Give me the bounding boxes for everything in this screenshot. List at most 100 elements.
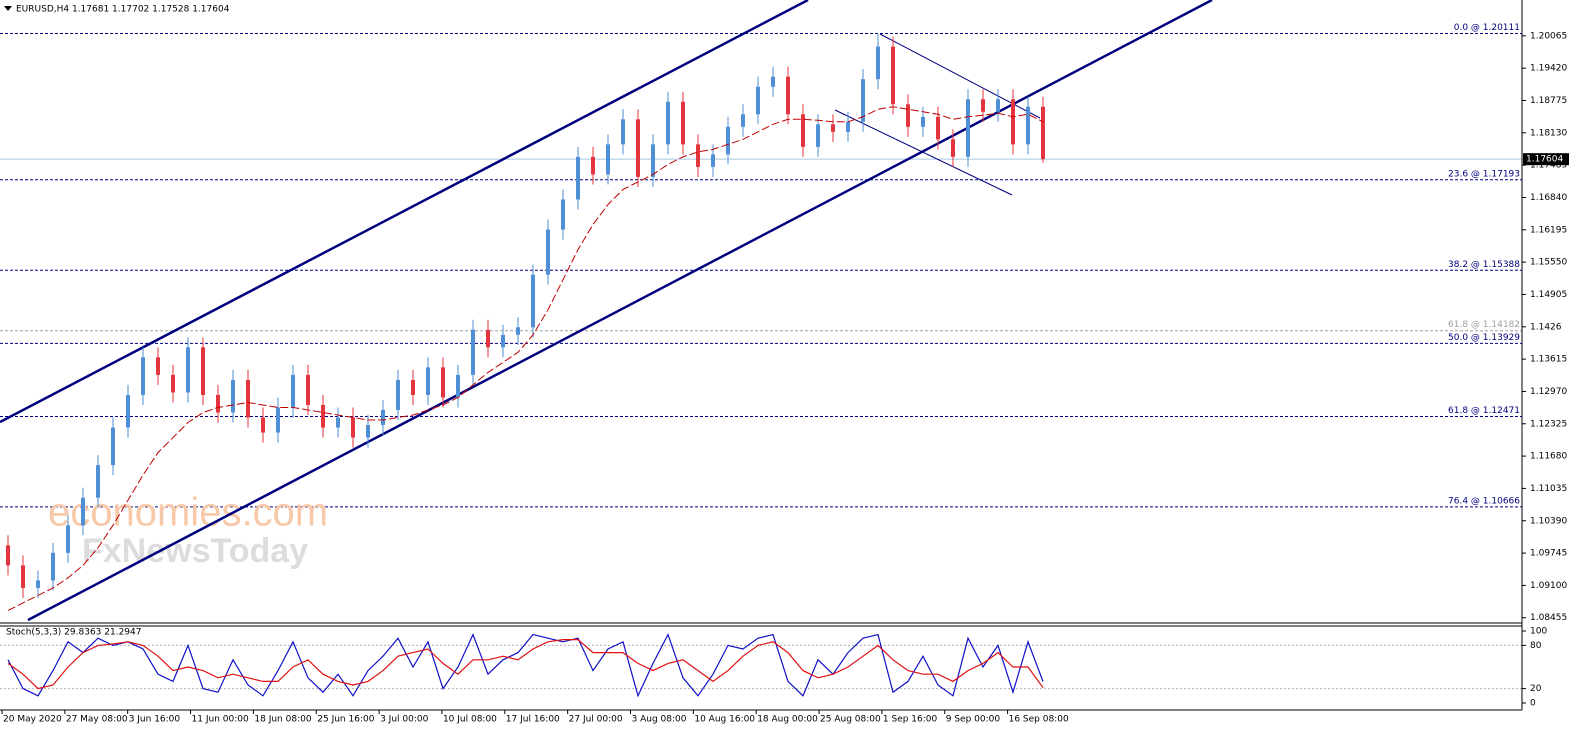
candle-body bbox=[996, 99, 1000, 112]
fib-label: 61.8 @ 1.12471 bbox=[1448, 406, 1520, 416]
x-tick-label: 20 May 2020 bbox=[3, 715, 62, 725]
candle-body bbox=[861, 79, 865, 122]
candle-body bbox=[501, 334, 505, 348]
candle-body bbox=[1026, 106, 1030, 145]
channel-upper bbox=[0, 0, 809, 424]
fib-label: 61.8 @ 1.14182 bbox=[1448, 320, 1520, 330]
candle-body bbox=[486, 329, 490, 348]
x-tick-label: 18 Aug 00:00 bbox=[757, 715, 818, 725]
candle-body bbox=[111, 427, 115, 466]
x-tick-label: 17 Jul 16:00 bbox=[506, 715, 560, 725]
candle-body bbox=[306, 374, 310, 405]
x-tick-label: 10 Jul 08:00 bbox=[443, 715, 497, 725]
candle-body bbox=[1011, 99, 1015, 145]
candle-body bbox=[876, 46, 880, 80]
candle-body bbox=[456, 374, 460, 398]
candle-body bbox=[651, 144, 655, 177]
candle-body bbox=[441, 367, 445, 398]
chart-title: EURUSD,H4 1.17681 1.17702 1.17528 1.1760… bbox=[16, 5, 230, 15]
candle-body bbox=[426, 367, 430, 395]
candle-body bbox=[801, 114, 805, 147]
candle-body bbox=[906, 104, 910, 127]
y-tick-label: 1.08455 bbox=[1530, 613, 1567, 623]
candle-body bbox=[711, 154, 715, 167]
stoch-line bbox=[7, 639, 1044, 690]
fib-label: 23.6 @ 1.17193 bbox=[1448, 169, 1520, 179]
y-tick-label: 1.17485 bbox=[1530, 161, 1567, 171]
fib-label: 0.0 @ 1.20111 bbox=[1454, 23, 1520, 33]
candle-body bbox=[396, 379, 400, 410]
candle-body bbox=[276, 407, 280, 433]
candle-body bbox=[1041, 106, 1045, 160]
candle-body bbox=[471, 329, 475, 375]
candle-body bbox=[51, 552, 55, 581]
menu-arrow bbox=[4, 6, 12, 11]
candle-body bbox=[546, 229, 550, 275]
x-tick-label: 25 Aug 08:00 bbox=[820, 715, 881, 725]
candle-body bbox=[921, 116, 925, 127]
candle-body bbox=[936, 116, 940, 140]
fib-label: 76.4 @ 1.10666 bbox=[1448, 496, 1520, 506]
candle-body bbox=[291, 374, 295, 408]
fib-label: 50.0 @ 1.13929 bbox=[1448, 333, 1520, 343]
y-tick-label: 1.18130 bbox=[1530, 128, 1567, 138]
x-tick-label: 16 Sep 08:00 bbox=[1009, 715, 1069, 725]
y-tick-label: 1.14905 bbox=[1530, 290, 1567, 300]
stoch-title: Stoch(5,3,3) 29.8363 21.2947 bbox=[6, 628, 141, 638]
x-tick-label: 11 Jun 00:00 bbox=[192, 715, 249, 725]
candle-body bbox=[621, 119, 625, 145]
candle-body bbox=[726, 126, 730, 155]
candle-body bbox=[846, 121, 850, 132]
x-tick-label: 3 Jul 00:00 bbox=[380, 715, 429, 725]
x-tick-label: 9 Sep 00:00 bbox=[946, 715, 1001, 725]
candle-body bbox=[966, 99, 970, 157]
candle-body bbox=[741, 114, 745, 127]
y-tick-label: 1.09745 bbox=[1530, 549, 1567, 559]
x-tick-label: 25 Jun 16:00 bbox=[317, 715, 374, 725]
candle-body bbox=[591, 156, 595, 175]
candle-body bbox=[411, 379, 415, 395]
candle-body bbox=[186, 347, 190, 393]
stoch-tick-label: 100 bbox=[1530, 627, 1547, 637]
candle-body bbox=[171, 374, 175, 393]
y-tick-label: 1.10390 bbox=[1530, 516, 1567, 526]
y-tick-label: 1.1426 bbox=[1530, 322, 1562, 332]
candle-body bbox=[141, 357, 145, 395]
y-tick-label: 1.20065 bbox=[1530, 31, 1567, 41]
candle-body bbox=[531, 274, 535, 328]
candle-body bbox=[981, 99, 985, 112]
candle-body bbox=[636, 119, 640, 177]
candle-body bbox=[201, 347, 205, 395]
y-tick-label: 1.16195 bbox=[1530, 225, 1567, 235]
candle-body bbox=[156, 357, 160, 375]
axis-labels: 1.20065 1.19420 1.18775 1.18130 1.17485 1.168… bbox=[1, 31, 1569, 725]
levels: 0.0 @ 1.20111 23.6 @ 1.17193 38.2 @ 1.1538… bbox=[0, 23, 1522, 690]
y-tick-label: 1.18775 bbox=[1530, 96, 1567, 106]
candle-body bbox=[771, 76, 775, 87]
y-tick-label: 1.16840 bbox=[1530, 193, 1567, 203]
candle-body bbox=[231, 379, 235, 413]
watermark: FxNewsToday bbox=[82, 532, 308, 570]
candle-body bbox=[351, 417, 355, 438]
candle-body bbox=[666, 101, 670, 145]
y-tick-label: 1.09100 bbox=[1530, 581, 1567, 591]
x-tick-label: 10 Aug 16:00 bbox=[694, 715, 755, 725]
candle-body bbox=[576, 156, 580, 200]
candle-body bbox=[696, 144, 700, 167]
candle-body bbox=[381, 409, 385, 426]
y-tick-label: 1.13615 bbox=[1530, 355, 1567, 365]
watermark: economies.com bbox=[48, 491, 328, 535]
stoch-line bbox=[7, 633, 1044, 698]
x-tick-label: 27 May 08:00 bbox=[66, 715, 128, 725]
candle-body bbox=[891, 46, 895, 105]
candle-body bbox=[21, 565, 25, 588]
current-price-box bbox=[1523, 153, 1569, 166]
candle-body bbox=[366, 425, 370, 438]
candle-body bbox=[261, 417, 265, 433]
candle-body bbox=[951, 139, 955, 157]
candle-body bbox=[246, 379, 250, 418]
y-tick-label: 1.12970 bbox=[1530, 387, 1567, 397]
y-tick-label: 1.15550 bbox=[1530, 258, 1567, 268]
